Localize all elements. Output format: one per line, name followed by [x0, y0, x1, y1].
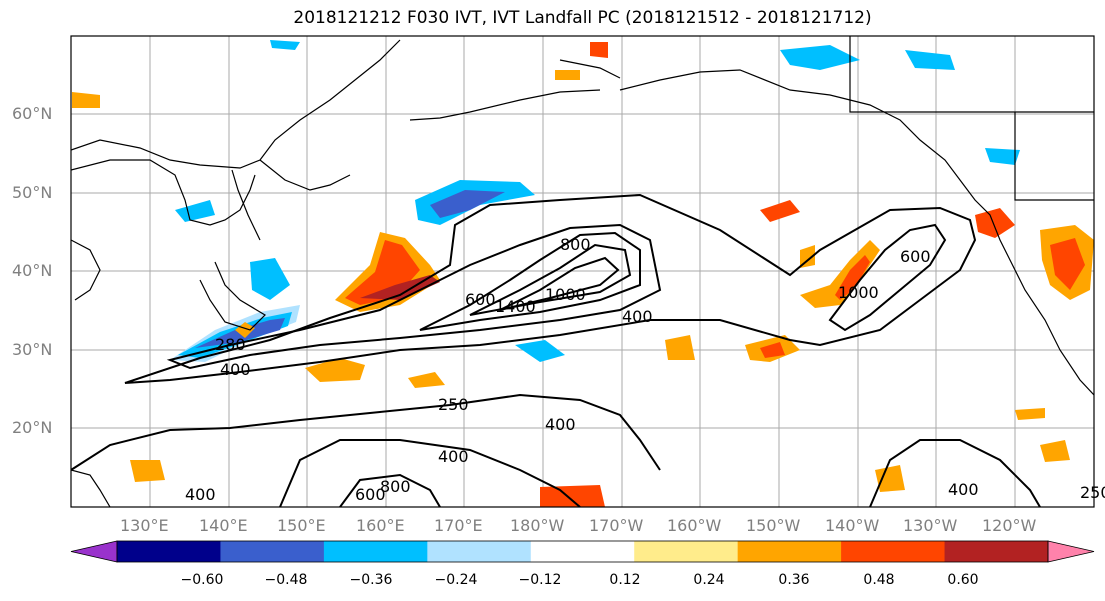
lat-label: 50°N	[12, 183, 53, 202]
colorbar-swatch	[737, 541, 842, 562]
lat-lon-grid	[71, 36, 1094, 507]
lon-label: 180°W	[510, 516, 565, 535]
contour-label: 600	[900, 247, 931, 266]
colorbar-tick-label: 0.36	[778, 572, 810, 588]
lat-label: 40°N	[12, 261, 53, 280]
contour-label: 400	[438, 447, 469, 466]
contour-label: 1000	[838, 283, 879, 302]
colorbar-tick-label: −0.48	[264, 572, 308, 588]
lon-label: 150°W	[746, 516, 801, 535]
lon-label: 140°W	[825, 516, 880, 535]
colorbar-swatch	[117, 541, 221, 562]
contour-label: 600	[355, 485, 386, 504]
pc-shading	[72, 40, 1094, 507]
lon-label: 130°E	[120, 516, 169, 535]
contour-label: 400	[948, 480, 979, 499]
contour-labels: 800 600 1400 1000 400 280 400 250 400 40…	[185, 235, 1105, 504]
contour-label: 1000	[545, 285, 586, 304]
lat-label: 20°N	[12, 418, 53, 437]
colorbar-tick-label: −0.12	[518, 572, 562, 588]
lon-label: 130°W	[903, 516, 958, 535]
colorbar-swatch	[220, 541, 325, 562]
lon-label: 120°W	[982, 516, 1037, 535]
colorbar-tick-label: 0.24	[693, 572, 725, 588]
figure-title: 2018121212 F030 IVT, IVT Landfall PC (20…	[293, 8, 872, 28]
contour-label: 1400	[495, 297, 536, 316]
colorbar-tick-label: 0.60	[947, 572, 979, 588]
contour-label: 600	[465, 290, 496, 309]
colorbar-swatch	[530, 541, 635, 562]
colorbar-tick-label: −0.36	[349, 572, 393, 588]
lon-label: 170°W	[589, 516, 644, 535]
colorbar-swatch	[634, 541, 739, 562]
colorbar-swatch	[944, 541, 1049, 562]
colorbar	[70, 540, 1095, 563]
map-frame	[70, 35, 1095, 508]
contour-label: 400	[545, 415, 576, 434]
lon-label: 160°W	[667, 516, 722, 535]
contour-label: 800	[380, 477, 411, 496]
colorbar-tick-label: 0.48	[863, 572, 895, 588]
positive-anomaly-east	[800, 240, 880, 308]
colorbar-swatch	[323, 541, 428, 562]
colorbar-tick-label: −0.60	[180, 572, 224, 588]
contour-label: 400	[185, 485, 216, 504]
colorbar-extend-low	[70, 540, 118, 563]
coastlines	[71, 36, 1094, 507]
contour-label: 280	[215, 335, 246, 354]
lat-label: 30°N	[12, 340, 53, 359]
ivt-contours	[71, 193, 1041, 507]
colorbar-tick-label: −0.24	[434, 572, 478, 588]
lon-label: 170°E	[434, 516, 483, 535]
lat-label: 60°N	[12, 104, 53, 123]
contour-label: 800	[560, 235, 591, 254]
contour-label: 400	[220, 360, 251, 379]
colorbar-extend-high	[1047, 540, 1095, 563]
lon-label: 160°E	[356, 516, 405, 535]
contour-label: 250	[1080, 483, 1105, 502]
colorbar-tick-label: 0.12	[609, 572, 641, 588]
lon-label: 140°E	[199, 516, 248, 535]
colorbar-frame	[116, 540, 1049, 563]
lon-label: 150°E	[277, 516, 326, 535]
colorbar-swatch	[841, 541, 946, 562]
contour-label: 250	[438, 395, 469, 414]
colorbar-swatch	[427, 541, 532, 562]
contour-label: 400	[622, 307, 653, 326]
